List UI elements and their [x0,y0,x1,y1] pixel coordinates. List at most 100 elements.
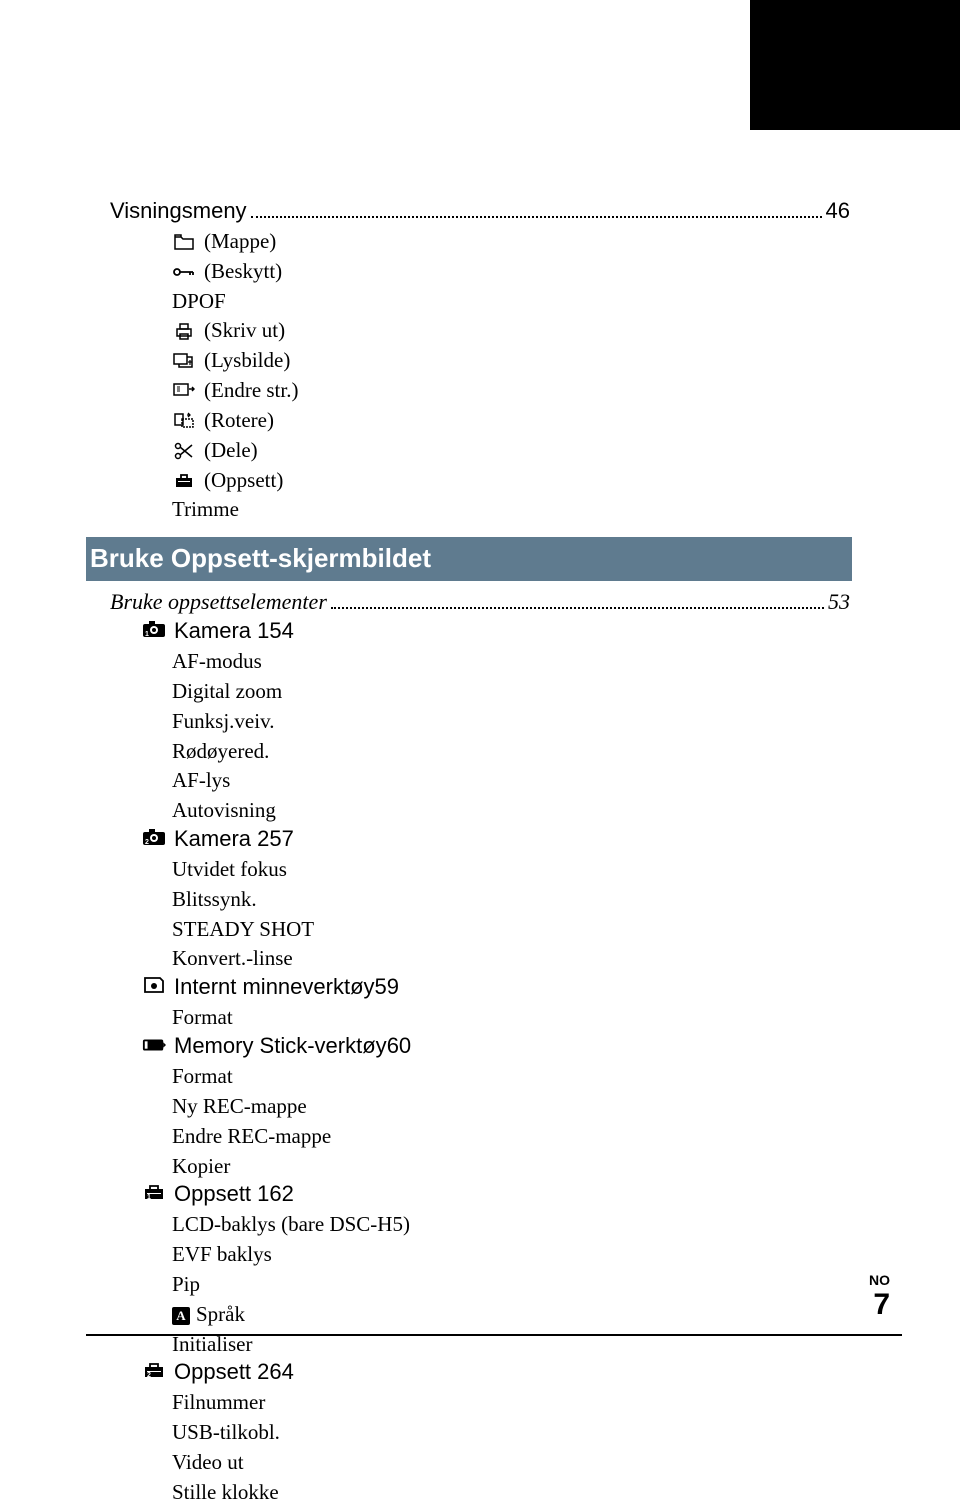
resize-icon [172,381,196,401]
ms-0: Format [172,1062,850,1092]
k1-4: AF-lys [172,766,850,796]
k1-3: Rødøyered. [172,737,850,767]
svg-text:1: 1 [147,1194,151,1201]
endre-text: (Endre str.) [204,376,298,406]
item-skrivut: (Skriv ut) [172,316,850,346]
internal-memory-icon [142,975,166,995]
black-corner-tab [750,0,960,130]
item-beskytt: (Beskytt) [172,257,850,287]
svg-text:1: 1 [145,631,149,638]
mappe-text: (Mappe) [204,227,276,257]
k1-0: AF-modus [172,647,850,677]
bottom-rule [86,1334,902,1336]
camera2-icon: 2 [142,827,166,847]
ms-2: Endre REC-mappe [172,1122,850,1152]
opp2-sublist: Filnummer USB-tilkobl. Video ut Stille k… [172,1388,850,1507]
ms-3: Kopier [172,1152,850,1182]
mstick-sublist: Format Ny REC-mappe Endre REC-mappe Kopi… [172,1062,850,1181]
kamera1-sublist: AF-modus Digital zoom Funksj.veiv. Rødøy… [172,647,850,826]
footer-no: NO [869,1272,890,1288]
k2-1: Blitssynk. [172,885,850,915]
language-icon: A [172,1307,190,1325]
item-dele: (Dele) [172,436,850,466]
dele-text: (Dele) [204,436,258,466]
camera1-icon: 1 [142,619,166,639]
dots [331,607,824,609]
k2-3: Konvert.-linse [172,944,850,974]
toc-row-internt: Internt minneverktøy 59 [142,974,850,1000]
o2-1: USB-tilkobl. [172,1418,850,1448]
o2-0: Filnummer [172,1388,850,1418]
internt-sublist: Format [172,1003,850,1033]
toc-row-oppsett1: 1 Oppsett 1 62 [142,1181,850,1207]
internt-label: Internt minneverktøy [174,974,375,1000]
k1-2: Funksj.veiv. [172,707,850,737]
toc-row-bruke: Bruke oppsettselementer 53 [110,589,850,615]
o1-2: Pip [172,1270,850,1300]
kamera2-sublist: Utvidet fokus Blitssynk. STEADY SHOT Kon… [172,855,850,974]
toolbox2-icon: 2 [142,1360,166,1380]
item-oppsett: (Oppsett) [172,466,850,496]
rotate-icon [172,411,196,431]
opp2-page: 64 [269,1359,293,1385]
k1-1: Digital zoom [172,677,850,707]
beskytt-text: (Beskytt) [204,257,282,287]
visningsmeny-label: Visningsmeny [110,198,247,224]
mstick-label: Memory Stick-verktøy [174,1033,387,1059]
rotere-text: (Rotere) [204,406,274,436]
o1-0: LCD-baklys (bare DSC-H5) [172,1210,850,1240]
int-0: Format [172,1003,850,1033]
k2-0: Utvidet fokus [172,855,850,885]
section-banner: Bruke Oppsett-skjermbildet [86,537,852,581]
k1-5: Autovisning [172,796,850,826]
item-lysbilde: (Lysbilde) [172,346,850,376]
toolbox-icon [172,470,196,490]
bruke-label: Bruke oppsettselementer [110,589,327,615]
kamera2-label: Kamera 2 [174,826,269,852]
lysbilde-text: (Lysbilde) [204,346,290,376]
opp2-label: Oppsett 2 [174,1359,269,1385]
skrivut-text: (Skriv ut) [204,316,285,346]
page-footer: NO 7 [869,1272,890,1322]
item-trimme: Trimme [172,495,850,525]
o2-2: Video ut [172,1448,850,1478]
kamera1-page: 54 [269,618,293,644]
oppsett-text: (Oppsett) [204,466,283,496]
folder-icon [172,232,196,252]
item-mappe: (Mappe) [172,227,850,257]
slideshow-icon [172,351,196,371]
toc-row-mstick: Memory Stick-verktøy 60 [142,1033,850,1059]
dots [251,216,822,218]
o2-3: Stille klokke [172,1478,850,1508]
mstick-page: 60 [387,1033,411,1059]
kamera2-page: 57 [269,826,293,852]
toc-row-kamera1: 1 Kamera 1 54 [142,618,850,644]
print-icon [172,321,196,341]
item-rotere: (Rotere) [172,406,850,436]
svg-text:2: 2 [147,1372,151,1379]
footer-page: 7 [869,1288,890,1322]
kamera1-label: Kamera 1 [174,618,269,644]
visningsmeny-page: 46 [826,198,850,224]
visningsmeny-sublist: (Mappe) (Beskytt) DPOF (Skriv ut) (Lysbi… [172,227,850,525]
ms-1: Ny REC-mappe [172,1092,850,1122]
opp1-page: 62 [269,1181,293,1207]
key-icon [172,262,196,282]
memory-stick-icon [142,1035,166,1055]
item-endre: (Endre str.) [172,376,850,406]
opp1-label: Oppsett 1 [174,1181,269,1207]
lang-text: Språk [196,1302,245,1326]
o1-1: EVF baklys [172,1240,850,1270]
o1-lang: A Språk [172,1300,850,1330]
toc-row-visningsmeny: Visningsmeny 46 [110,198,850,224]
toolbox1-icon: 1 [142,1182,166,1202]
internt-page: 59 [375,974,399,1000]
item-dpof: DPOF [172,287,850,317]
toc-row-kamera2: 2 Kamera 2 57 [142,826,850,852]
scissors-icon [172,441,196,461]
opp1-sublist: LCD-baklys (bare DSC-H5) EVF baklys Pip … [172,1210,850,1359]
toc-content: Visningsmeny 46 (Mappe) (Beskytt) DPOF (… [110,198,850,1508]
bruke-page: 53 [828,589,850,615]
toc-row-oppsett2: 2 Oppsett 2 64 [142,1359,850,1385]
k2-2: STEADY SHOT [172,915,850,945]
